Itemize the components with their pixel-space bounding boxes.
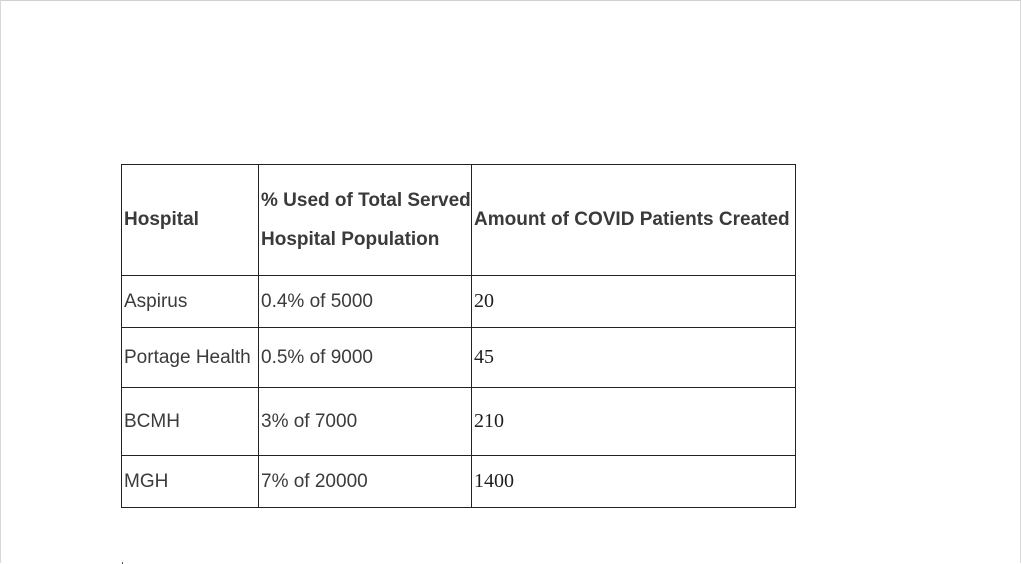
table-row: MGH 7% of 20000 1400	[121, 455, 796, 508]
cell-hospital: Aspirus	[121, 275, 259, 328]
hospital-covid-table: Hospital % Used of Total Served Hospital…	[121, 164, 796, 508]
table-row: Portage Health 0.5% of 9000 45	[121, 327, 796, 388]
header-percent-used: % Used of Total Served Hospital Populati…	[258, 164, 472, 276]
cell-hospital: Portage Health	[121, 327, 259, 388]
cell-hospital: MGH	[121, 455, 259, 508]
header-hospital: Hospital	[121, 164, 259, 276]
cell-amount: 45	[471, 327, 796, 388]
text-cursor	[122, 562, 123, 564]
table-header-row: Hospital % Used of Total Served Hospital…	[121, 164, 796, 276]
cell-amount: 20	[471, 275, 796, 328]
cell-percent: 7% of 20000	[258, 455, 472, 508]
header-percent-line2: Hospital Population	[261, 229, 440, 250]
cell-amount: 210	[471, 387, 796, 456]
table-row: Aspirus 0.4% of 5000 20	[121, 275, 796, 328]
cell-percent: 0.5% of 9000	[258, 327, 472, 388]
cell-percent: 3% of 7000	[258, 387, 472, 456]
table-row: BCMH 3% of 7000 210	[121, 387, 796, 456]
cell-hospital: BCMH	[121, 387, 259, 456]
cell-percent: 0.4% of 5000	[258, 275, 472, 328]
header-percent-line1: % Used of Total Served	[261, 190, 471, 211]
cell-amount: 1400	[471, 455, 796, 508]
header-amount-covid: Amount of COVID Patients Created	[471, 164, 796, 276]
